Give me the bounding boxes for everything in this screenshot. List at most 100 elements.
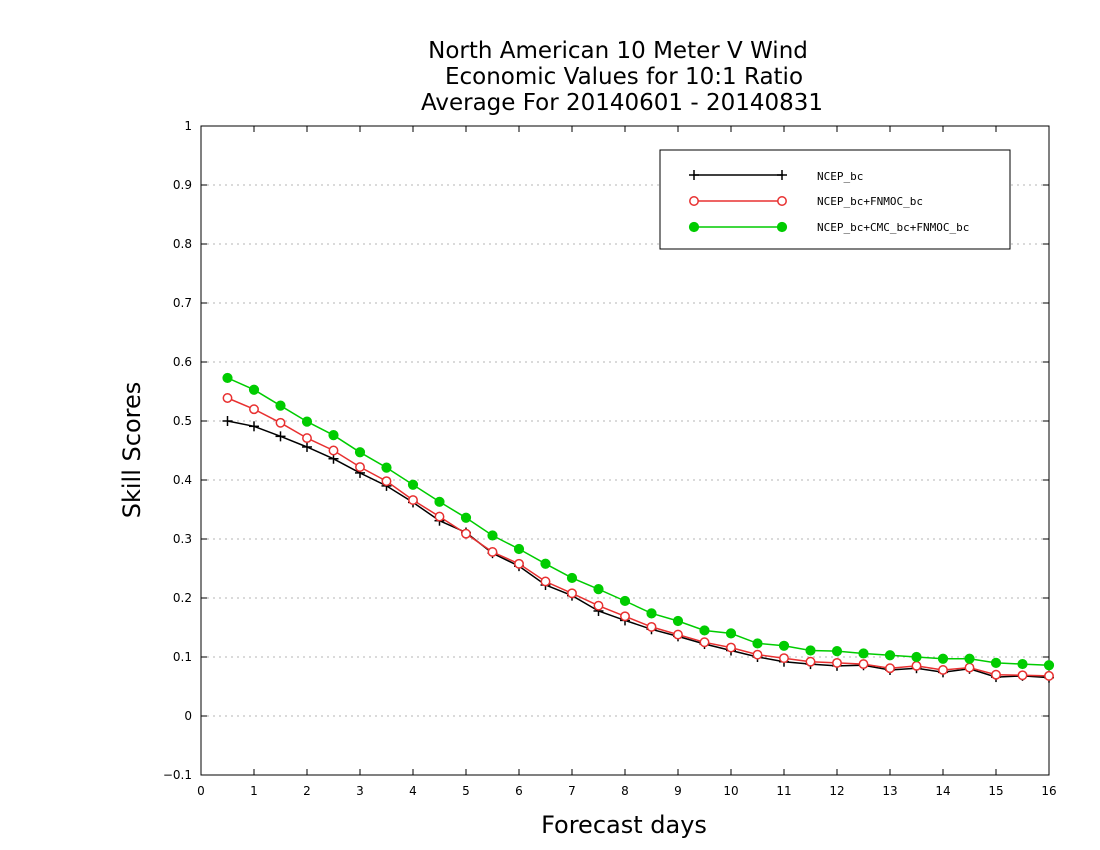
data-point-ncep-fnmoc — [646, 621, 657, 632]
legend-marker-ncep-bc — [777, 170, 787, 180]
data-point-ncep-cmc-fnmoc — [778, 640, 790, 651]
x-tick-label: 13 — [882, 784, 897, 798]
data-point-ncep-cmc-fnmoc — [831, 646, 843, 657]
legend-label-ncep-bc: NCEP_bc — [817, 170, 863, 183]
data-point-ncep-fnmoc — [302, 433, 312, 444]
legend-box — [659, 149, 1011, 250]
x-tick-label: 0 — [197, 784, 205, 798]
data-point-ncep-cmc-fnmoc — [1043, 660, 1055, 671]
x-tick-label: 10 — [723, 784, 738, 798]
y-tick-label: 0.9 — [173, 178, 192, 192]
legend-marker-ncep-bc — [689, 170, 699, 180]
data-point-ncep-fnmoc — [222, 393, 233, 403]
x-tick-label: 16 — [1041, 784, 1056, 798]
data-point-ncep-fnmoc — [355, 462, 365, 472]
data-point-ncep-fnmoc — [858, 659, 869, 670]
data-point-ncep-cmc-fnmoc — [222, 372, 233, 384]
legend-marker-ncep-cmc-fnmoc — [776, 221, 788, 233]
data-point-ncep-cmc-fnmoc — [354, 447, 366, 458]
x-tick-label: 9 — [674, 784, 682, 798]
data-point-ncep-fnmoc — [408, 495, 418, 506]
data-point-ncep-fnmoc — [673, 629, 683, 640]
x-tick-label: 4 — [409, 784, 417, 798]
data-point-ncep-cmc-fnmoc — [1017, 658, 1028, 670]
data-point-ncep-bc — [302, 441, 312, 452]
y-tick-label: 0.4 — [173, 473, 192, 487]
legend-marker-ncep-cmc-fnmoc — [688, 221, 700, 233]
chart-title: North American 10 Meter V Wind Economic … — [421, 38, 823, 116]
data-point-ncep-cmc-fnmoc — [990, 657, 1002, 669]
x-axis-label: Forecast days — [541, 811, 707, 839]
y-tick-labels: −0.1 0 0.1 0.2 0.3 0.4 0.5 0.6 0.7 0.8 0.9 1 — [163, 119, 192, 782]
data-point-ncep-fnmoc — [514, 558, 524, 569]
data-point-ncep-fnmoc — [964, 662, 975, 673]
data-point-ncep-fnmoc — [911, 660, 922, 671]
y-tick-label: 0.7 — [173, 296, 192, 310]
data-point-ncep-cmc-fnmoc — [646, 608, 657, 619]
x-tick-label: 1 — [250, 784, 258, 798]
data-point-ncep-fnmoc — [275, 417, 286, 428]
data-point-ncep-cmc-fnmoc — [540, 558, 551, 569]
x-tick-labels: 0 1 2 3 4 5 6 7 8 9 10 11 12 13 14 15 16 — [197, 784, 1056, 798]
data-point-ncep-fnmoc — [832, 657, 842, 668]
data-point-ncep-fnmoc — [885, 663, 895, 674]
grid — [201, 184, 1049, 717]
y-axis-label: Skill Scores — [118, 382, 146, 519]
y-tick-label: 0.5 — [173, 414, 192, 428]
axis-ticks — [200, 125, 1050, 776]
data-point-ncep-cmc-fnmoc — [858, 648, 869, 659]
data-point-ncep-cmc-fnmoc — [937, 653, 949, 664]
y-tick-label: 0.3 — [173, 532, 192, 546]
x-tick-label: 14 — [935, 784, 950, 798]
data-point-ncep-cmc-fnmoc — [328, 430, 339, 441]
data-point-ncep-cmc-fnmoc — [487, 530, 498, 541]
series-line-ncep-bc — [227, 420, 1050, 679]
data-point-ncep-cmc-fnmoc — [566, 572, 578, 584]
data-point-ncep-fnmoc — [593, 600, 604, 611]
data-point-ncep-bc — [222, 416, 233, 426]
legend-label-ncep-cmc-fnmoc: NCEP_bc+CMC_bc+FNMOC_bc — [817, 221, 969, 234]
data-point-ncep-bc — [249, 421, 259, 432]
data-point-ncep-fnmoc — [540, 576, 551, 587]
data-point-ncep-cmc-fnmoc — [672, 615, 684, 627]
legend-marker-ncep-fnmoc — [777, 196, 787, 206]
y-tick-label: 0.8 — [173, 237, 192, 251]
y-tick-label: −0.1 — [163, 768, 192, 782]
data-point-ncep-cmc-fnmoc — [275, 400, 286, 411]
data-point-ncep-fnmoc — [249, 404, 259, 415]
data-point-ncep-cmc-fnmoc — [460, 512, 472, 523]
data-point-ncep-cmc-fnmoc — [725, 628, 737, 639]
series-lines — [222, 372, 1055, 683]
data-point-ncep-fnmoc — [487, 547, 498, 557]
x-tick-label: 8 — [621, 784, 629, 798]
x-tick-label: 11 — [776, 784, 791, 798]
y-tick-label: 1 — [184, 119, 192, 133]
data-point-ncep-fnmoc — [328, 445, 339, 456]
data-point-ncep-fnmoc — [699, 637, 710, 648]
y-tick-label: 0.6 — [173, 355, 192, 369]
data-point-ncep-fnmoc — [1017, 670, 1028, 681]
data-point-ncep-cmc-fnmoc — [593, 584, 604, 595]
data-point-ncep-fnmoc — [434, 511, 445, 522]
data-point-ncep-cmc-fnmoc — [884, 650, 896, 661]
data-point-ncep-cmc-fnmoc — [619, 595, 631, 607]
y-tick-label: 0.2 — [173, 591, 192, 605]
data-point-ncep-fnmoc — [620, 611, 630, 622]
x-tick-label: 12 — [829, 784, 844, 798]
data-point-ncep-fnmoc — [991, 669, 1001, 680]
x-tick-label: 5 — [462, 784, 470, 798]
data-point-ncep-cmc-fnmoc — [434, 496, 445, 507]
data-point-ncep-fnmoc — [726, 642, 736, 653]
legend-marker-ncep-fnmoc — [689, 196, 699, 206]
legend-label-ncep-fnmoc: NCEP_bc+FNMOC_bc — [817, 195, 923, 208]
data-point-ncep-cmc-fnmoc — [964, 653, 975, 664]
data-point-ncep-cmc-fnmoc — [381, 462, 392, 473]
data-point-ncep-bc — [275, 431, 286, 442]
data-point-ncep-fnmoc — [779, 653, 789, 664]
x-tick-label: 7 — [568, 784, 576, 798]
data-point-ncep-cmc-fnmoc — [301, 416, 313, 427]
data-point-ncep-cmc-fnmoc — [513, 543, 525, 555]
title-line-2: Economic Values for 10:1 Ratio — [445, 64, 803, 90]
y-tick-label: 0.1 — [173, 650, 192, 664]
